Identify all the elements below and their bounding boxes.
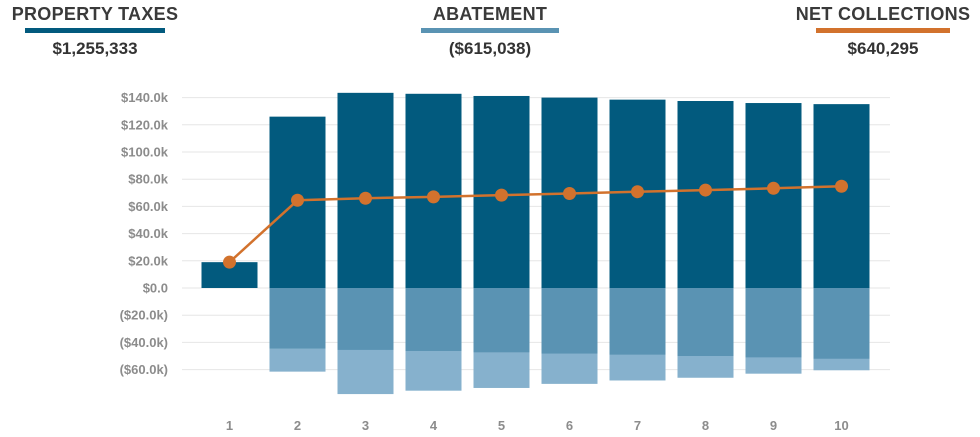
property-taxes-bar — [745, 103, 802, 288]
net-collections-point — [699, 183, 712, 197]
kpi-property-taxes-value: $1,255,333 — [52, 39, 138, 58]
abatement-bar — [677, 288, 734, 356]
y-tick-label: $0.0 — [143, 281, 168, 296]
x-tick-label: 8 — [702, 418, 709, 433]
y-tick-label: $120.0k — [121, 117, 169, 132]
net-collections-point — [223, 255, 236, 269]
abatement-bar — [269, 288, 326, 349]
y-tick-label: ($20.0k) — [120, 308, 168, 323]
y-tick-label: $100.0k — [121, 145, 169, 160]
abatement-bar — [473, 288, 530, 353]
x-tick-label: 7 — [634, 418, 641, 433]
x-tick-label: 1 — [226, 418, 233, 433]
net-collections-point — [835, 179, 848, 193]
y-tick-label: $20.0k — [128, 253, 169, 268]
kpi-net-collections-label: NET COLLECTIONS — [795, 4, 971, 24]
y-tick-label: ($40.0k) — [120, 335, 168, 350]
kpi-property-taxes: PROPERTY TAXES $1,255,333 — [0, 4, 190, 59]
kpi-property-taxes-label: PROPERTY TAXES — [11, 4, 179, 24]
abatement-bar — [337, 288, 394, 350]
abatement-bar — [405, 288, 462, 351]
kpi-net-collections: NET COLLECTIONS $640,295 — [788, 4, 978, 59]
kpi-net-collections-value: $640,295 — [847, 39, 919, 58]
x-tick-label: 3 — [362, 418, 369, 433]
kpi-abatement: ABATEMENT ($615,038) — [390, 4, 590, 59]
property-taxes-bar — [337, 92, 394, 288]
x-tick-label: 10 — [834, 418, 848, 433]
net-collections-line — [228, 185, 842, 264]
kpi-abatement-value: ($615,038) — [448, 39, 532, 58]
x-tick-label: 6 — [566, 418, 573, 433]
x-tick-label: 2 — [294, 418, 301, 433]
net-collections-point — [495, 188, 508, 202]
y-tick-label: $80.0k — [128, 172, 169, 187]
y-tick-label: $140.0k — [121, 90, 169, 105]
net-collections-point — [427, 190, 440, 204]
abatement-bar — [813, 288, 870, 359]
x-tick-label: 4 — [430, 418, 438, 433]
x-tick-label: 9 — [770, 418, 777, 433]
net-collections-point — [359, 191, 372, 205]
abatement-bar — [745, 288, 802, 358]
kpi-abatement-swatch — [421, 28, 559, 33]
abatement-bar — [541, 288, 598, 354]
net-collections-point — [291, 193, 304, 207]
net-collections-point — [631, 185, 644, 199]
x-tick-label: 5 — [498, 418, 505, 433]
property-taxes-bar — [813, 104, 870, 289]
kpi-property-taxes-swatch — [25, 28, 165, 33]
y-tick-label: $40.0k — [128, 226, 169, 241]
y-tick-label: $60.0k — [128, 199, 169, 214]
net-collections-point — [767, 181, 780, 195]
abatement-bar — [609, 288, 666, 355]
net-collections-point — [563, 186, 576, 200]
kpi-net-collections-swatch — [816, 28, 950, 33]
y-tick-label: ($60.0k) — [120, 362, 168, 377]
kpi-abatement-label: ABATEMENT — [432, 4, 548, 24]
